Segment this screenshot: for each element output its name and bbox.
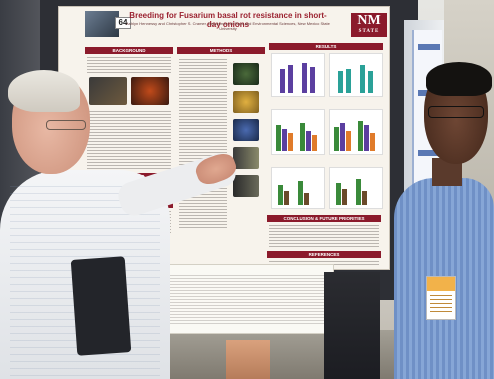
plate-image-4 [233, 147, 259, 169]
chart-bar [306, 131, 311, 151]
chart-bar [334, 127, 339, 151]
chart-bar [364, 125, 369, 151]
chart-bar [368, 71, 373, 93]
presenter-hair [426, 62, 492, 96]
chart-bar [370, 133, 375, 151]
results-chart-3 [271, 109, 325, 155]
plate-image-1 [233, 63, 259, 85]
onion-image-1 [89, 77, 127, 105]
chart-bar [346, 69, 351, 93]
background-person-legs [324, 272, 380, 379]
chart-bar [338, 71, 343, 93]
plate-image-3 [233, 119, 259, 141]
chart-bar [312, 135, 317, 151]
chart-bar [340, 123, 345, 151]
results-chart-4 [329, 109, 383, 155]
chart-bar [298, 181, 303, 205]
chart-bar [278, 185, 283, 205]
glasses-icon [428, 106, 484, 118]
background-text [87, 57, 171, 73]
results-chart-1 [271, 53, 325, 97]
poster-title: Breeding for Fusarium basal rot resistan… [129, 11, 327, 29]
chart-bar [360, 65, 365, 93]
chart-bar [284, 191, 289, 205]
chart-bar [362, 191, 367, 205]
plate-image-5 [233, 175, 259, 197]
onion-image-2 [131, 77, 169, 105]
methods-text [179, 59, 227, 229]
chart-bar [280, 69, 285, 93]
results-chart-6 [329, 167, 383, 209]
plate-image-2 [233, 91, 259, 113]
poster-number: 64 [115, 17, 131, 29]
results-chart-5 [271, 167, 325, 209]
section-references: REFERENCES [267, 251, 381, 258]
results-chart-2 [329, 53, 383, 97]
black-folder [70, 256, 132, 356]
university-logo: NM STATE [351, 13, 387, 37]
chart-bar [358, 121, 363, 151]
man-left-hair [8, 70, 80, 112]
chart-bar [302, 63, 307, 93]
chart-bar [304, 193, 309, 205]
name-badge [426, 276, 456, 320]
chart-bar [288, 65, 293, 93]
section-results: RESULTS [269, 43, 383, 50]
chart-bar [282, 129, 287, 151]
chart-bar [300, 123, 305, 151]
background-person-feet [226, 340, 270, 379]
section-methods: METHODS [177, 47, 265, 54]
chart-bar [342, 189, 347, 205]
section-conclusion: CONCLUSION & FUTURE PRIORITIES [267, 215, 381, 222]
chart-bar [356, 179, 361, 205]
chart-bar [346, 131, 351, 151]
background-text-2 [87, 111, 171, 169]
author-photo [85, 11, 119, 37]
glasses-icon [46, 120, 86, 130]
section-background: BACKGROUND [85, 47, 173, 54]
chart-bar [288, 133, 293, 151]
chart-bar [310, 67, 315, 93]
poster-authors: Ashlyn Hennessy and Christopher S. Crame… [126, 21, 330, 31]
chart-bar [276, 125, 281, 151]
chart-bar [336, 183, 341, 205]
conclusion-text [269, 225, 379, 247]
